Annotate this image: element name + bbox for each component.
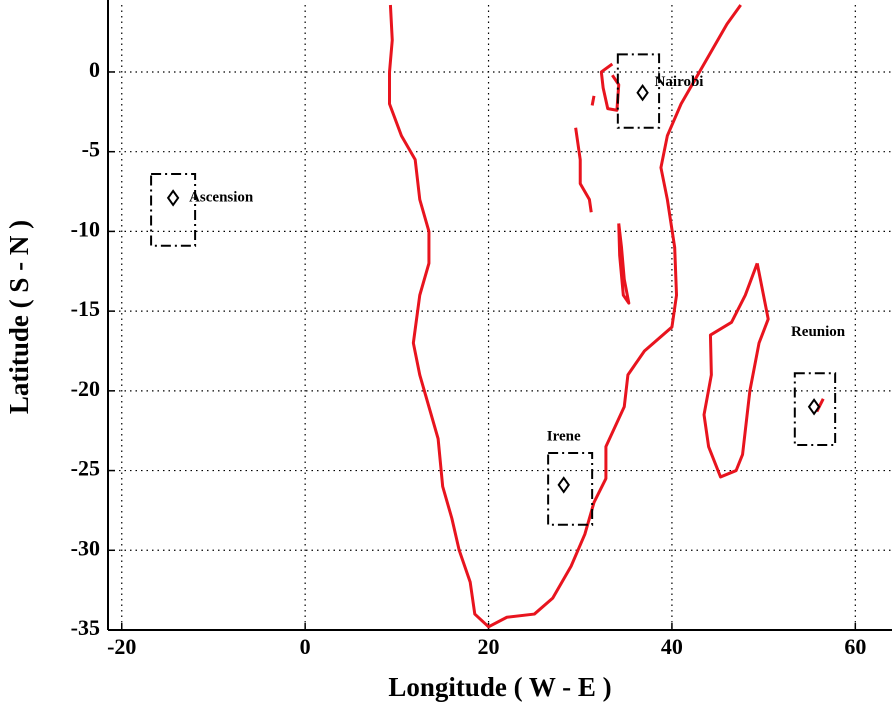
station-box xyxy=(793,372,837,447)
x-tick-label: 0 xyxy=(300,634,311,659)
coastline xyxy=(617,223,631,305)
station-marker xyxy=(557,476,570,494)
coastline xyxy=(590,95,596,106)
y-tick-label: -15 xyxy=(71,296,100,321)
station-marker xyxy=(636,83,649,102)
x-tick-label: 20 xyxy=(478,634,500,659)
y-tick-label: -25 xyxy=(71,456,100,481)
x-tick-label: 40 xyxy=(661,634,683,659)
y-tick-label: -5 xyxy=(82,137,100,162)
coastline xyxy=(574,127,593,213)
x-tick-label: 60 xyxy=(844,634,866,659)
coastline xyxy=(388,4,742,629)
y-tick-label: -10 xyxy=(71,216,100,241)
station-label: Ascension xyxy=(189,189,254,205)
x-tick-label: -20 xyxy=(107,634,136,659)
station-box xyxy=(547,452,594,526)
station-box xyxy=(150,173,197,247)
station-label: Nairobi xyxy=(655,74,704,90)
station-marker xyxy=(807,398,821,416)
station-box xyxy=(616,53,661,129)
x-axis-title: Longitude ( W - E ) xyxy=(388,672,611,702)
station-marker xyxy=(166,189,180,207)
station-label: Reunion xyxy=(791,324,846,340)
y-tick-label: -30 xyxy=(71,535,100,560)
y-axis-title: Latitude ( S - N ) xyxy=(4,220,34,414)
coastline xyxy=(599,62,621,112)
station-label: Irene xyxy=(547,428,581,444)
y-tick-label: -35 xyxy=(71,615,100,640)
coastline xyxy=(702,262,770,479)
y-tick-label: -20 xyxy=(71,376,100,401)
y-tick-label: 0 xyxy=(89,57,100,82)
